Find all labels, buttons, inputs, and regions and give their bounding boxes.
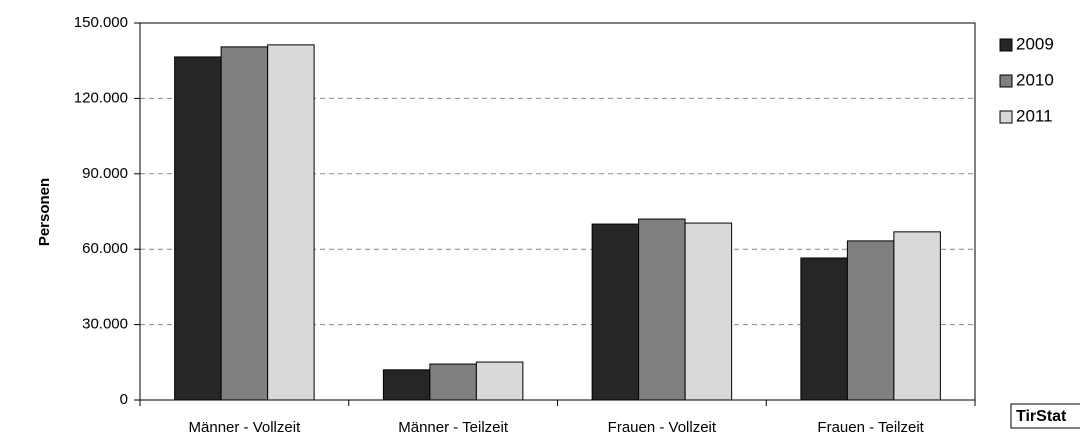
legend-label: 2011: [1016, 106, 1053, 125]
bar: [591, 223, 640, 401]
bar: [800, 257, 848, 401]
bar: [174, 56, 222, 401]
bar: [684, 222, 733, 401]
bar: [638, 218, 686, 401]
legend-label: 2010: [1016, 70, 1054, 89]
x-tick-label: Frauen - Teilzeit: [817, 419, 924, 435]
legend-swatch: [999, 38, 1013, 52]
y-tick-label: 150.000: [74, 14, 128, 31]
y-tick-label: 90.000: [82, 165, 128, 182]
bar: [220, 46, 269, 401]
y-axis-label: Personen: [36, 178, 53, 246]
y-tick-label: 0: [120, 391, 128, 408]
x-tick-label: Männer - Teilzeit: [398, 419, 509, 435]
bar: [893, 231, 941, 401]
bar: [382, 369, 431, 401]
source: TirStat: [1016, 408, 1067, 425]
y-tick-label: 120.000: [74, 89, 128, 106]
bar: [267, 44, 315, 401]
bar: [846, 240, 895, 401]
source-box: [1010, 403, 1080, 429]
legend-swatch: [999, 74, 1013, 88]
legend-label: 2009: [1016, 34, 1054, 53]
bar: [475, 361, 524, 401]
x-tick-label: Frauen - Vollzeit: [608, 419, 717, 435]
y-tick-label: 60.000: [82, 240, 128, 257]
x-tick-label: Männer - Vollzeit: [189, 419, 302, 435]
y-tick-label: 30.000: [82, 316, 128, 333]
bar: [429, 363, 477, 401]
legend-swatch: [999, 110, 1013, 124]
